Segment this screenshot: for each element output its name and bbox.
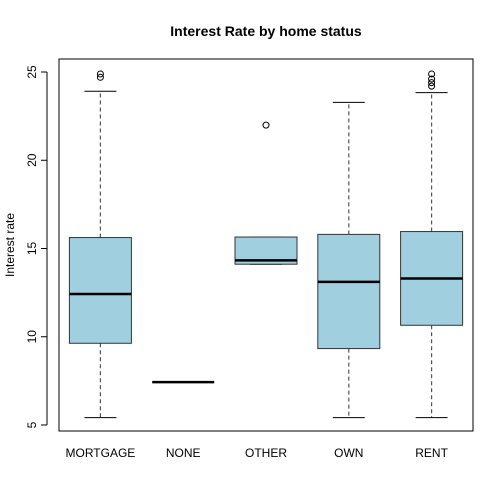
box-rent bbox=[400, 70, 464, 419]
plot-frame bbox=[58, 58, 474, 432]
x-tick-label: NONE bbox=[166, 446, 201, 460]
y-tick-label: 10 bbox=[25, 330, 39, 344]
y-tick-label: 20 bbox=[25, 153, 39, 167]
outlier-point bbox=[96, 70, 104, 78]
box-other bbox=[234, 121, 298, 265]
x-axis: MORTGAGE NONE OTHER OWN RENT bbox=[66, 446, 449, 460]
x-tick-label: OTHER bbox=[245, 446, 287, 460]
outlier-point bbox=[428, 82, 436, 90]
x-tick-label: RENT bbox=[415, 446, 448, 460]
boxes-group bbox=[68, 70, 464, 419]
box-mortgage bbox=[68, 70, 132, 419]
box-iqr bbox=[317, 233, 381, 350]
y-tick-label: 25 bbox=[25, 65, 39, 79]
box-iqr bbox=[68, 237, 132, 344]
chart-title: Interest Rate by home status bbox=[170, 23, 362, 39]
x-tick-label: MORTGAGE bbox=[66, 446, 136, 460]
x-tick-label: OWN bbox=[334, 446, 363, 460]
box-own bbox=[317, 101, 381, 419]
outlier-point bbox=[428, 79, 436, 87]
y-axis: 5 10 15 20 25 bbox=[25, 65, 48, 428]
outlier-point bbox=[96, 73, 104, 81]
outlier-point bbox=[428, 75, 436, 83]
y-axis-label: Interest rate bbox=[3, 213, 17, 277]
y-tick-label: 15 bbox=[25, 242, 39, 256]
y-tick-label: 5 bbox=[25, 421, 39, 428]
outlier-point bbox=[262, 121, 270, 129]
outlier-point bbox=[428, 70, 436, 78]
